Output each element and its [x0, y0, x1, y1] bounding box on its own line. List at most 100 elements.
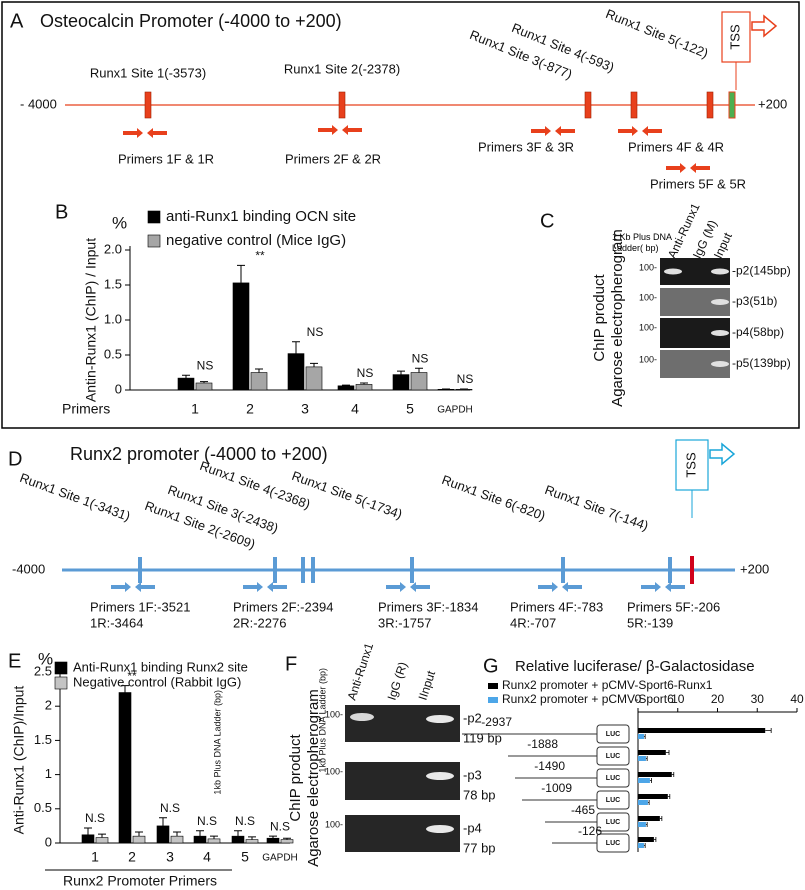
- error-bar: [269, 835, 277, 839]
- significance-label: N.S: [235, 814, 255, 828]
- error-bar: [210, 835, 218, 839]
- x-tick-label: 20: [711, 692, 725, 706]
- error-bar: [643, 734, 646, 739]
- bar: [280, 839, 294, 844]
- x-tick-label: 1: [191, 401, 199, 417]
- bar: [232, 282, 250, 391]
- marker-label: 100-: [325, 766, 343, 776]
- error-bar: [159, 817, 167, 826]
- bar: [170, 835, 184, 844]
- promoter-end: +200: [758, 96, 787, 111]
- error-bar: [671, 772, 675, 777]
- bar: [287, 353, 305, 391]
- primer-label: Primers 4F:-783: [510, 599, 603, 614]
- error-bar: [248, 836, 256, 840]
- bar: [638, 800, 648, 805]
- primer-label: Primers 2F:-2394: [233, 599, 333, 614]
- legend-swatch: [147, 210, 161, 224]
- binding-site: [311, 557, 315, 583]
- y-tick-label: 2: [45, 698, 52, 713]
- primer-arrow: [135, 582, 155, 592]
- marker-label: 100-: [639, 354, 657, 364]
- significance-label: N.S: [270, 819, 290, 833]
- binding-site: [301, 557, 305, 583]
- error-bar: [310, 362, 318, 367]
- binding-site: [584, 91, 592, 119]
- gel-band: [426, 772, 454, 780]
- band-label: -p5(139bp): [732, 356, 791, 370]
- primer-arrow: [123, 128, 143, 138]
- bar: [638, 837, 654, 842]
- site-label: Runx1 Site 2(-2378): [284, 61, 400, 76]
- diagram-title: Osteocalcin Promoter (-4000 to +200): [40, 11, 342, 31]
- x-tick-label: GAPDH: [437, 405, 473, 416]
- lane-label: IgG (R): [385, 660, 410, 702]
- error-bar: [342, 384, 350, 386]
- site-label: Runx1 Site 5(-122): [604, 6, 711, 61]
- y-tick-label: 0.5: [104, 346, 122, 361]
- marker-label: 100-: [639, 322, 657, 332]
- error-bar: [292, 341, 300, 354]
- lane-label: Anti-Runx1: [345, 641, 377, 702]
- bar: [638, 734, 644, 739]
- error-bar: [649, 778, 652, 783]
- primer-arrow: [538, 582, 558, 592]
- construct-label: -1490: [534, 759, 565, 773]
- luc-box: [596, 790, 630, 810]
- bar: [638, 778, 650, 783]
- panel-letter: C: [540, 210, 554, 232]
- tss-label: TSS: [683, 452, 698, 478]
- panel-letter: G: [483, 655, 499, 677]
- bar: [638, 728, 766, 733]
- luc-label: LUC: [606, 775, 620, 782]
- significance-label: N.S: [160, 801, 180, 815]
- primer-arrow: [642, 126, 662, 136]
- primer-arrow: [410, 582, 430, 592]
- bar: [245, 839, 259, 844]
- significance-label: **: [255, 249, 265, 263]
- binding-site: [138, 557, 142, 583]
- bar: [638, 843, 644, 848]
- bar: [118, 692, 132, 844]
- tss-box: [675, 439, 709, 491]
- tss-arrow: [751, 14, 778, 38]
- error-bar: [659, 816, 663, 821]
- primer-arrow: [531, 126, 551, 136]
- significance-label: NS: [412, 351, 429, 365]
- primer-label: Primers 1F:-3521: [90, 599, 190, 614]
- primer-arrow: [243, 582, 263, 592]
- bar: [638, 750, 666, 755]
- x-tick-label: 30: [751, 692, 765, 706]
- error-bar: [196, 830, 204, 837]
- binding-site: [338, 91, 346, 119]
- x-tick-label: 0: [635, 692, 642, 706]
- band-label: 78 bp: [463, 787, 496, 802]
- x-tick-label: 40: [790, 692, 804, 706]
- y-tick-label: 1.0: [104, 311, 122, 326]
- band-label: -p4(58bp): [732, 325, 784, 339]
- gel-y-label: Agarose electropherogram: [609, 229, 626, 407]
- y-tick-label: 1: [45, 766, 52, 781]
- legend-swatch: [54, 661, 68, 675]
- panel-frame: [1, 1, 800, 429]
- legend-swatch: [488, 697, 498, 703]
- error-bar: [765, 728, 772, 733]
- bar: [337, 385, 355, 391]
- tss-arrow: [709, 442, 736, 466]
- error-bar: [415, 367, 423, 373]
- y-axis-label: Antin-Runx1 (ChIP) / Input: [83, 238, 99, 402]
- legend-label: Runx2 promoter + pCMV-Sport6: [502, 692, 674, 706]
- primer-arrow: [267, 582, 287, 592]
- primer-label: Primers 5F & 5R: [650, 176, 746, 191]
- panel-letter: A: [10, 10, 24, 32]
- primer-label: 3R:-1757: [378, 615, 431, 630]
- bar: [195, 382, 213, 391]
- bar: [156, 825, 170, 844]
- y-unit: %: [112, 213, 127, 232]
- error-bar: [283, 837, 291, 840]
- legend-label: negative control (Mice IgG): [166, 232, 346, 249]
- band-label: -p3: [463, 767, 482, 782]
- band-label: 119 bp: [463, 730, 502, 745]
- error-bar: [643, 843, 646, 848]
- luc-box: [596, 812, 630, 832]
